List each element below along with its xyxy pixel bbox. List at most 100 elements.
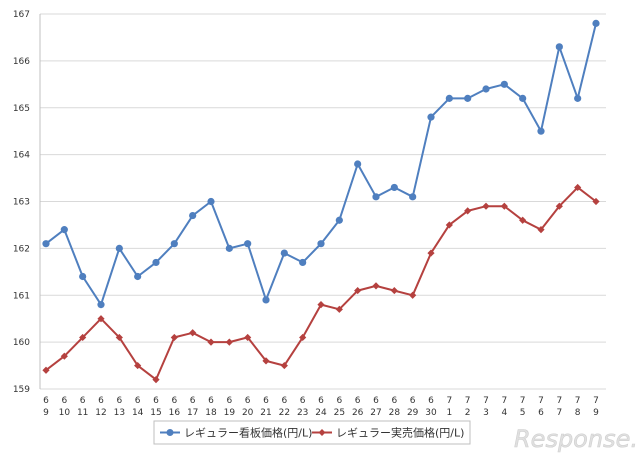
x-tick-day: 6 — [538, 408, 544, 418]
series-2-point — [317, 301, 325, 309]
series-1-point — [574, 94, 582, 102]
x-tick-month: 6 — [153, 396, 159, 406]
series-1-point — [519, 94, 527, 102]
x-tick-day: 25 — [334, 408, 345, 418]
x-tick-month: 6 — [263, 396, 269, 406]
series-1-point — [372, 193, 380, 201]
series-2-point — [225, 338, 233, 346]
series-2-point — [280, 361, 288, 370]
series-1-point — [189, 211, 197, 220]
series-2-point — [299, 333, 307, 342]
x-tick-month: 6 — [281, 396, 287, 406]
series-2-point — [60, 352, 68, 360]
series-1-point — [537, 127, 545, 135]
series-2-point — [464, 207, 472, 215]
series-2-point — [537, 226, 545, 234]
x-tick-month: 6 — [98, 396, 104, 406]
x-tick-month: 7 — [556, 396, 562, 406]
x-tick-month: 6 — [61, 396, 67, 406]
legend-series-2-label: レギュラー実売価格(円/L) — [336, 426, 464, 440]
series-2-point — [134, 361, 142, 370]
x-tick-month: 6 — [171, 396, 177, 406]
x-tick-month: 6 — [80, 396, 86, 406]
series-1-point — [262, 296, 270, 304]
series-1-point — [115, 244, 123, 252]
x-tick-month: 6 — [208, 396, 214, 406]
x-tick-month: 6 — [135, 396, 141, 406]
x-tick-day: 28 — [389, 408, 401, 418]
x-tick-month: 6 — [410, 396, 416, 406]
series-2-point — [207, 338, 215, 346]
series-1-point — [390, 183, 398, 192]
x-tick-month: 6 — [300, 396, 306, 406]
x-tick-day: 14 — [132, 408, 144, 418]
series-2-point — [115, 333, 123, 342]
series-1-point — [207, 197, 215, 206]
series-1-point — [60, 226, 68, 234]
series-2-point — [97, 315, 105, 323]
series-2-point — [592, 197, 600, 206]
series-1-point — [79, 272, 87, 281]
series-1-point — [445, 94, 453, 102]
series-1-point — [592, 19, 600, 27]
x-tick-day: 24 — [315, 408, 327, 418]
series-lines — [42, 19, 600, 384]
x-tick-month: 6 — [226, 396, 232, 406]
series-2-point — [354, 286, 362, 295]
x-tick-month: 6 — [336, 396, 342, 406]
x-tick-day: 10 — [59, 408, 71, 418]
y-tick-label: 164 — [13, 151, 30, 161]
legend: レギュラー看板価格(円/L) レギュラー実売価格(円/L) — [153, 420, 471, 445]
series-2-point — [390, 286, 398, 295]
series-1-point — [335, 216, 343, 224]
series-1-point — [152, 258, 160, 267]
x-tick-day: 30 — [425, 408, 437, 418]
series-1-point — [354, 160, 362, 168]
x-tick-day: 23 — [297, 408, 308, 418]
x-tick-month: 7 — [593, 396, 599, 406]
x-tick-month: 7 — [446, 396, 452, 406]
x-tick-day: 26 — [352, 408, 364, 418]
x-tick-month: 6 — [245, 396, 251, 406]
x-tick-month: 6 — [373, 396, 379, 406]
legend-series-2-marker — [318, 429, 326, 436]
x-tick-day: 7 — [556, 408, 562, 418]
y-tick-label: 166 — [13, 57, 30, 67]
y-tick-label: 161 — [13, 291, 30, 301]
x-tick-month: 7 — [575, 396, 581, 406]
series-1-point — [134, 272, 142, 281]
y-axis-ticks: 159 160 161 162 163 164 165 166 167 — [13, 10, 30, 395]
x-tick-day: 13 — [114, 408, 125, 418]
x-tick-day: 15 — [150, 408, 161, 418]
series-2-point — [500, 202, 508, 210]
series-1-point — [42, 240, 50, 248]
x-tick-month: 6 — [391, 396, 397, 406]
series-1-point — [225, 244, 233, 252]
series-2-point — [555, 202, 563, 210]
x-tick-month: 6 — [318, 396, 324, 406]
x-tick-day: 18 — [205, 408, 217, 418]
series-2-point — [409, 291, 417, 299]
series-2-point — [244, 333, 252, 342]
y-tick-label: 163 — [13, 198, 30, 208]
x-tick-day: 11 — [77, 408, 88, 418]
x-tick-month: 6 — [116, 396, 122, 406]
series-1-point — [500, 80, 508, 88]
x-tick-day: 21 — [260, 408, 271, 418]
series-2-line — [45, 186, 597, 381]
series-2-point — [372, 282, 380, 290]
legend-series-1-label: レギュラー看板価格(円/L) — [184, 426, 312, 440]
x-tick-month: 6 — [43, 396, 49, 406]
x-tick-month: 6 — [355, 396, 361, 406]
series-1-point — [244, 240, 252, 248]
x-tick-day: 29 — [407, 408, 419, 418]
x-tick-month: 7 — [538, 396, 544, 406]
series-2-point — [152, 376, 160, 384]
gridlines — [39, 13, 606, 390]
y-tick-label: 165 — [13, 104, 30, 114]
series-1-point — [409, 193, 417, 201]
response-logo-text: Response. — [514, 425, 638, 453]
series-1-point — [317, 240, 325, 248]
series-1-point — [299, 258, 307, 267]
